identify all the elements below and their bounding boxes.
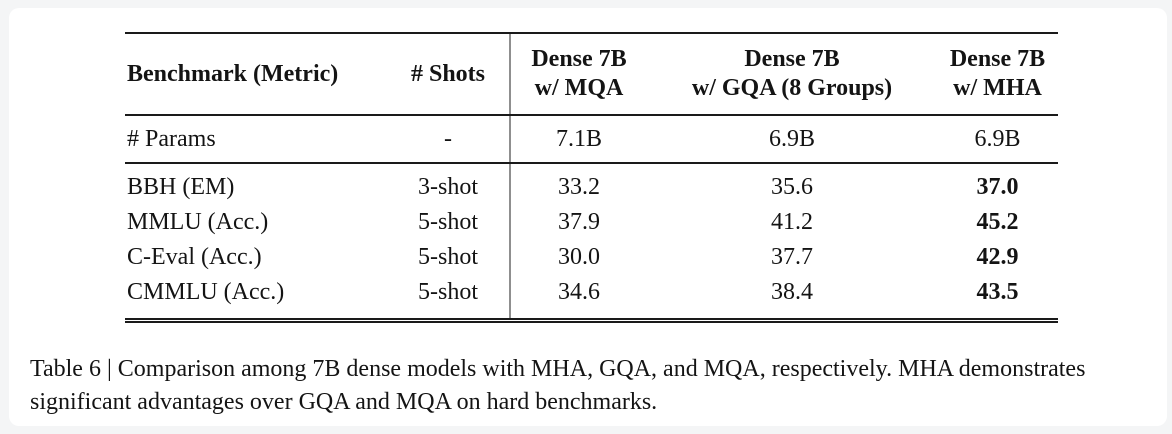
params-gqa-value: 6.9B <box>647 115 937 164</box>
header-dense-7b-gqa-line2: w/ GQA (8 Groups) <box>691 75 893 101</box>
benchmark-name: CMMLU (Acc.) <box>125 275 387 323</box>
header-dense-7b-mha-line1: Dense 7B <box>949 46 1046 73</box>
table-row-cmmlu: CMMLU (Acc.) 5-shot 34.6 38.4 43.5 <box>125 275 1058 323</box>
table-row-ceval: C-Eval (Acc.) 5-shot 30.0 37.7 42.9 <box>125 240 1058 275</box>
mqa-score: 30.0 <box>509 240 647 275</box>
mha-score: 43.5 <box>937 275 1058 323</box>
header-dense-7b-mha-line2: w/ MHA <box>953 75 1042 101</box>
params-shots: - <box>387 115 510 164</box>
gqa-score: 41.2 <box>771 209 813 236</box>
header-dense-7b-mqa-line1: Dense 7B <box>531 46 627 73</box>
mqa-score: 37.9 <box>509 205 647 240</box>
header-dense-7b-mha: Dense 7B w/ MHA <box>937 32 1058 116</box>
params-mha-value: 6.9B <box>937 115 1058 164</box>
shots-value: 5-shot <box>418 244 478 271</box>
table-row-mmlu: MMLU (Acc.) 5-shot 37.9 41.2 45.2 <box>125 205 1058 240</box>
table-row-bbh: BBH (EM) 3-shot 33.2 35.6 37.0 <box>125 163 1058 205</box>
benchmark-name: MMLU (Acc.) <box>127 209 269 236</box>
shots-value: 5-shot <box>418 209 478 236</box>
mha-score: 42.9 <box>976 244 1019 271</box>
comparison-table: Benchmark (Metric) # Shots Dense 7B w/ M… <box>125 32 1058 323</box>
gqa-score: 38.4 <box>647 275 937 323</box>
header-dense-7b-mqa-line2: w/ MQA <box>534 75 624 101</box>
header-benchmark-metric: Benchmark (Metric) <box>125 32 387 116</box>
paper-card: Benchmark (Metric) # Shots Dense 7B w/ M… <box>9 8 1167 426</box>
params-mqa-value: 7.1B <box>509 115 647 164</box>
mqa-score: 34.6 <box>509 275 647 323</box>
header-dense-7b-gqa-line1: Dense 7B <box>744 46 840 73</box>
gqa-score: 35.6 <box>771 174 813 201</box>
header-num-shots: # Shots <box>387 32 510 116</box>
shots-value: 3-shot <box>418 174 478 201</box>
gqa-score: 37.7 <box>771 244 813 271</box>
table-header-row: Benchmark (Metric) # Shots Dense 7B w/ M… <box>125 32 1058 116</box>
header-dense-7b-mqa: Dense 7B w/ MQA <box>509 32 647 116</box>
params-label: # Params <box>125 115 387 164</box>
table-caption: Table 6 | Comparison among 7B dense mode… <box>30 356 1086 415</box>
mha-score: 45.2 <box>976 209 1019 236</box>
header-dense-7b-gqa: Dense 7B w/ GQA (8 Groups) <box>647 32 937 116</box>
benchmark-name: C-Eval (Acc.) <box>127 244 262 271</box>
mqa-score: 33.2 <box>509 163 647 205</box>
table-row-params: # Params - 7.1B 6.9B 6.9B <box>125 115 1058 164</box>
shots-value: 5-shot <box>387 275 510 323</box>
benchmark-name: BBH (EM) <box>127 174 235 201</box>
mha-score: 37.0 <box>976 174 1019 201</box>
